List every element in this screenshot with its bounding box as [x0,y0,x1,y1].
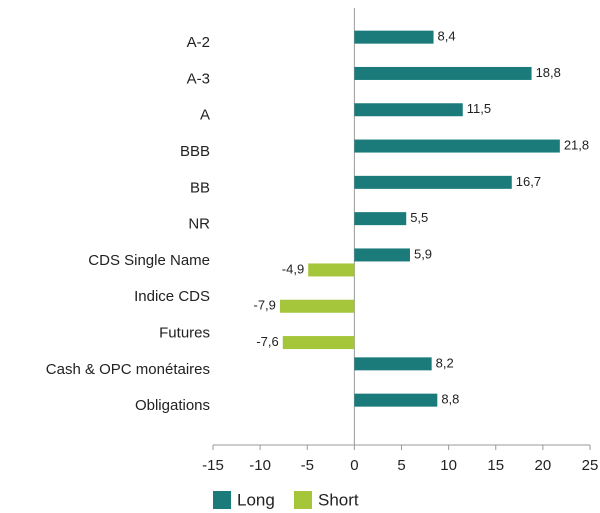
x-tick-label: -5 [301,457,314,474]
bar [354,30,434,44]
bar [354,103,463,117]
x-tick-label: 0 [350,457,358,474]
bar [279,299,355,313]
x-tick-label: 25 [582,457,599,474]
bar [354,212,407,226]
x-tick-label: -15 [202,457,224,474]
legend-label: Long [237,490,275,509]
bar [308,263,355,277]
value-label: 5,5 [410,210,428,225]
y-tick-label: A [200,107,210,124]
value-label: 5,9 [414,246,432,261]
y-tick-label: BB [190,179,210,196]
value-label: 11,5 [467,101,491,116]
bar [282,336,355,350]
y-tick-label: Cash & OPC monétaires [46,361,210,378]
value-label: 8,4 [438,29,456,44]
value-label: -7,9 [254,298,276,313]
legend-swatch [294,491,312,509]
legend-label: Short [318,490,359,509]
value-label: 21,8 [564,137,589,152]
y-tick-label: Futures [159,325,210,342]
y-tick-label: A-3 [187,70,210,87]
bar [354,175,512,189]
x-tick-label: 10 [440,457,457,474]
x-tick-label: 15 [487,457,504,474]
y-tick-label: BBB [180,143,210,160]
legend-swatch [213,491,231,509]
value-label: 16,7 [516,174,541,189]
y-tick-label: Indice CDS [134,288,210,305]
x-tick-label: 20 [535,457,552,474]
y-tick-label: NR [188,216,210,233]
y-tick-label: CDS Single Name [88,252,210,269]
value-label: -7,6 [256,334,278,349]
y-tick-label: Obligations [135,397,210,414]
bar [354,357,432,371]
value-label: 18,8 [536,65,561,80]
bar [354,66,532,80]
bar [354,139,560,153]
y-tick-label: A-2 [187,34,210,51]
bar [354,248,410,262]
x-tick-label: 5 [397,457,405,474]
x-tick-label: -10 [249,457,271,474]
value-label: 8,2 [436,355,454,370]
value-label: 8,8 [441,392,459,407]
bar [354,393,438,407]
value-label: -4,9 [282,261,304,276]
